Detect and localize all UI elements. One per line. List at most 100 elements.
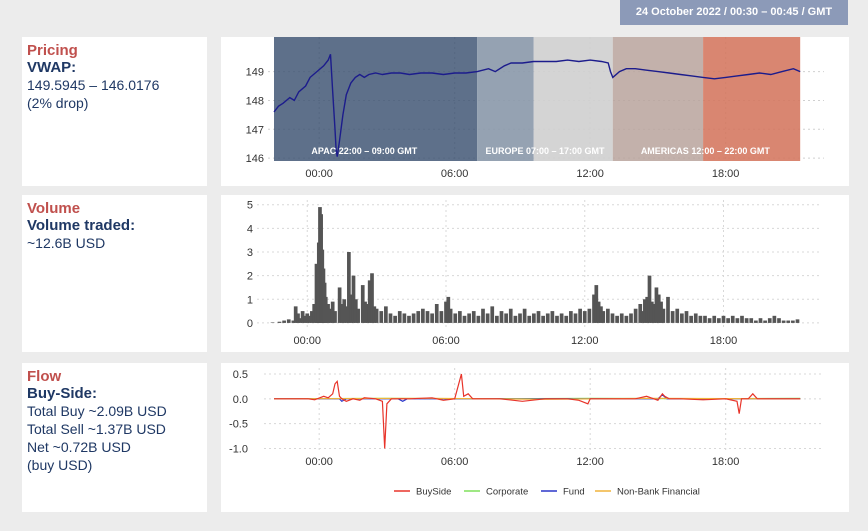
volume-bar — [592, 294, 596, 323]
flow-subtitle: Buy-Side: — [27, 385, 98, 402]
volume-bar — [277, 321, 282, 323]
volume-bar — [384, 306, 388, 323]
volume-bar — [416, 311, 421, 323]
volume-bar — [337, 287, 342, 323]
volume-bar — [481, 308, 485, 323]
volume-bar — [349, 294, 354, 323]
pricing-session-band — [477, 37, 534, 161]
volume-x-tick-label: 12:00 — [571, 335, 599, 347]
pricing-session-band — [274, 37, 478, 161]
volume-bar — [467, 313, 471, 323]
volume-bar — [633, 308, 638, 323]
volume-bar — [310, 311, 314, 323]
volume-bar — [495, 315, 499, 323]
volume-bar — [312, 304, 317, 323]
volume-bar — [610, 313, 615, 323]
volume-bar — [293, 306, 298, 323]
volume-bar — [749, 318, 754, 323]
volume-bar — [624, 315, 629, 323]
volume-bar — [712, 315, 717, 323]
flow-y-tick-label: 0.5 — [233, 369, 248, 381]
volume-bar — [499, 311, 504, 323]
flow-x-tick-label: 12:00 — [576, 456, 604, 468]
flow-chart: 0.5 0.0 -0.5 -1.0 00:00 06:00 12:00 18:00 BuySid… — [229, 368, 824, 498]
volume-bar — [781, 320, 786, 323]
volume-bar — [698, 315, 703, 323]
pricing-subtitle: VWAP: — [27, 59, 77, 76]
volume-bar — [342, 299, 347, 323]
volume-bar — [439, 311, 444, 323]
volume-bar — [476, 315, 481, 323]
volume-bar — [330, 301, 335, 323]
volume-bar — [744, 318, 749, 323]
volume-bar — [559, 313, 564, 323]
pricing-title: Pricing — [27, 42, 78, 59]
volume-chart-panel: 0 1 2 3 4 5 00:00 06:00 12:00 18:00 — [221, 195, 849, 352]
volume-bar — [564, 315, 569, 323]
volume-bar — [654, 287, 659, 323]
volume-bar — [430, 313, 434, 323]
volume-bar — [721, 315, 726, 323]
pricing-y-tick-label: 147 — [246, 124, 264, 136]
flow-x-tick-label: 18:00 — [712, 456, 740, 468]
volume-bar — [786, 320, 791, 323]
volume-bar — [303, 315, 307, 323]
volume-bar — [707, 318, 712, 323]
volume-bar — [740, 315, 744, 323]
volume-bar — [356, 308, 360, 323]
volume-bar — [726, 318, 730, 323]
pricing-range: 149.5945 – 146.0176 — [27, 77, 160, 93]
volume-bar — [795, 319, 800, 323]
volume-bar — [402, 313, 407, 323]
volume-bar — [471, 311, 476, 323]
flow-y-tick-label: -0.5 — [229, 419, 248, 431]
pricing-session-label: EUROPE 07:00 – 17:00 GMT — [485, 146, 605, 156]
volume-bar — [532, 313, 536, 323]
volume-info-panel: Volume Volume traded: ~12.6B USD — [22, 195, 207, 352]
volume-bar — [645, 296, 650, 323]
volume-bar — [425, 311, 430, 323]
volume-bar — [490, 306, 495, 323]
volume-bar — [446, 296, 451, 323]
volume-bar — [661, 308, 666, 323]
volume-bar — [370, 273, 374, 323]
volume-bar — [300, 311, 305, 323]
volume-bar — [675, 308, 680, 323]
volume-bar — [569, 311, 573, 323]
volume-bar — [772, 315, 777, 323]
volume-bar — [326, 304, 330, 323]
volume-bar — [643, 299, 647, 323]
pricing-x-tick-label: 06:00 — [441, 168, 469, 180]
volume-bar — [545, 313, 550, 323]
flow-net: Net ~0.72B USD — [27, 439, 131, 455]
volume-bar — [307, 315, 312, 323]
pricing-vwap-line — [273, 54, 801, 157]
flow-net-note: (buy USD) — [27, 457, 93, 473]
volume-bar — [421, 308, 425, 323]
volume-bar — [666, 296, 670, 323]
volume-title: Volume — [27, 200, 81, 217]
volume-bar — [680, 313, 684, 323]
volume-bar — [513, 315, 518, 323]
volume-x-tick-label: 06:00 — [432, 335, 460, 347]
flow-title: Flow — [27, 368, 62, 385]
volume-bar — [365, 304, 370, 323]
pricing-chart: 146 147 148 149 00:00 06:00 12:00 18:00 APAC 22:… — [246, 37, 824, 180]
volume-bar — [703, 315, 707, 323]
volume-x-tick-label: 18:00 — [710, 335, 738, 347]
volume-bar — [353, 299, 358, 323]
volume-bar — [647, 275, 652, 323]
flow-series-line-buyside — [274, 373, 801, 449]
pricing-y-tick-label: 146 — [246, 153, 264, 165]
date-range-badge: 24 October 2022 / 00:30 – 00:45 / GMT — [620, 0, 848, 25]
volume-bar — [347, 252, 351, 323]
pricing-session-label: APAC 22:00 – 09:00 GMT — [311, 146, 417, 156]
volume-y-tick-label: 4 — [247, 223, 253, 235]
volume-bar — [555, 315, 559, 323]
volume-bar — [656, 294, 661, 323]
pricing-x-tick-label: 18:00 — [712, 168, 740, 180]
volume-bar — [282, 320, 286, 323]
volume-bar — [594, 285, 599, 323]
flow-info-panel: Flow Buy-Side: Total Buy ~2.09B USD Tota… — [22, 363, 207, 512]
volume-bar — [485, 313, 490, 323]
